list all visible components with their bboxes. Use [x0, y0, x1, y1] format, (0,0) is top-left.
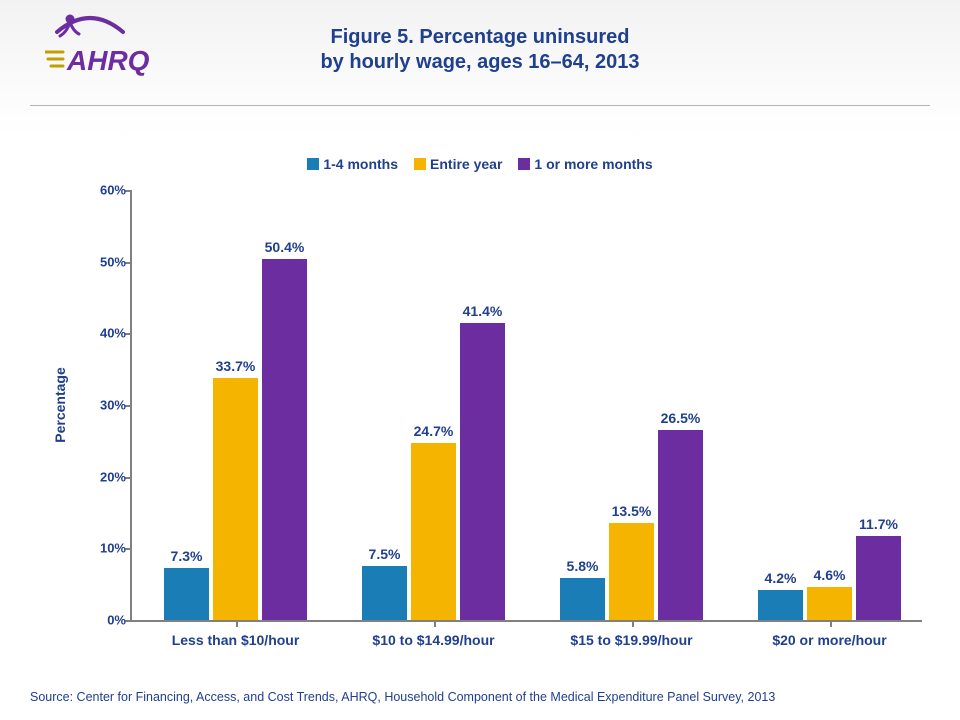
legend-label: 1-4 months [323, 156, 398, 172]
y-tick-label: 10% [82, 541, 126, 556]
y-tick-mark [125, 333, 132, 335]
bar: 33.7% [213, 378, 258, 620]
bar-value-label: 33.7% [216, 358, 256, 374]
y-tick-label: 20% [82, 469, 126, 484]
x-category-label: $10 to $14.99/hour [372, 632, 494, 648]
y-tick-mark [125, 262, 132, 264]
bar-value-label: 13.5% [612, 503, 652, 519]
y-tick-mark [125, 477, 132, 479]
y-tick-label: 60% [82, 183, 126, 198]
legend-swatch [518, 158, 530, 170]
y-tick-label: 0% [82, 613, 126, 628]
legend-swatch [414, 158, 426, 170]
y-tick-mark [125, 620, 132, 622]
title-line-1: Figure 5. Percentage uninsured [331, 26, 630, 48]
bar: 13.5% [609, 523, 654, 620]
x-category-label: $15 to $19.99/hour [570, 632, 692, 648]
source-note: Source: Center for Financing, Access, an… [30, 690, 775, 704]
x-category-label: Less than $10/hour [172, 632, 300, 648]
bar: 50.4% [262, 259, 307, 620]
bar: 7.5% [362, 566, 407, 620]
x-tick-mark [434, 620, 436, 627]
bar: 24.7% [411, 443, 456, 620]
bar-value-label: 50.4% [265, 239, 305, 255]
bar-value-label: 7.5% [369, 546, 401, 562]
x-tick-mark [236, 620, 238, 627]
header-rule [30, 105, 930, 106]
legend-label: 1 or more months [534, 156, 652, 172]
bar-value-label: 4.6% [814, 567, 846, 583]
y-tick-label: 50% [82, 254, 126, 269]
y-tick-label: 30% [82, 398, 126, 413]
bar-value-label: 24.7% [414, 423, 454, 439]
bar: 4.2% [758, 590, 803, 620]
plot-area: 0%10%20%30%40%50%60%Less than $10/hour7.… [130, 190, 922, 622]
title-line-2: by hourly wage, ages 16–64, 2013 [320, 51, 639, 73]
y-tick-mark [125, 190, 132, 192]
y-tick-label: 40% [82, 326, 126, 341]
y-tick-mark [125, 405, 132, 407]
x-tick-mark [830, 620, 832, 627]
bar: 41.4% [460, 323, 505, 620]
bar-value-label: 11.7% [859, 516, 898, 532]
y-axis-label: Percentage [52, 367, 68, 442]
x-tick-mark [632, 620, 634, 627]
header: AHRQ Figure 5. Percentage uninsured by h… [0, 0, 960, 140]
legend-label: Entire year [430, 156, 502, 172]
bar-value-label: 7.3% [171, 548, 203, 564]
bar: 4.6% [807, 587, 852, 620]
bar-value-label: 26.5% [661, 410, 701, 426]
x-category-label: $20 or more/hour [772, 632, 886, 648]
bar-value-label: 5.8% [567, 558, 599, 574]
chart: 1-4 months Entire year 1 or more months Pe… [0, 150, 960, 680]
legend-swatch [307, 158, 319, 170]
bar-value-label: 41.4% [463, 303, 503, 319]
bar-value-label: 4.2% [765, 570, 797, 586]
bar: 11.7% [856, 536, 901, 620]
bar: 26.5% [658, 430, 703, 620]
bar: 7.3% [164, 568, 209, 620]
bar: 5.8% [560, 578, 605, 620]
legend: 1-4 months Entire year 1 or more months [0, 156, 960, 172]
figure-title: Figure 5. Percentage uninsured by hourly… [0, 25, 960, 75]
y-tick-mark [125, 548, 132, 550]
